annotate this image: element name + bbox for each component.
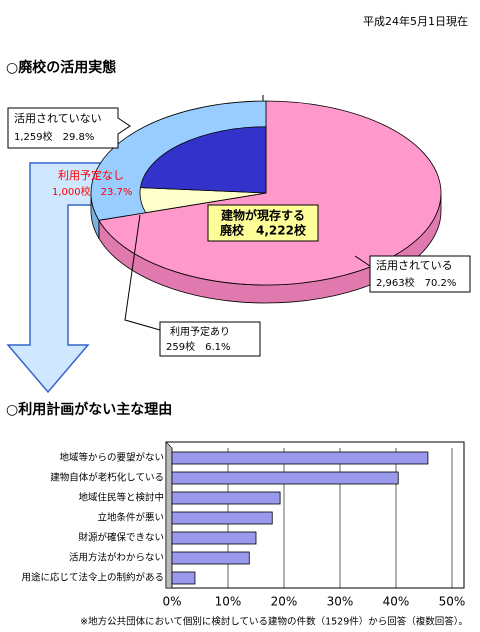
y-tick-label: 建物自体が老朽化している: [50, 472, 164, 484]
plot-wall: [165, 441, 173, 589]
value-label: 1,000校 23.7%: [52, 185, 132, 198]
date: 平成24年5月1日現在: [363, 14, 468, 28]
leader-line: [354, 255, 371, 267]
x-tick-label: 50%: [439, 595, 466, 609]
callout-box: [369, 255, 471, 293]
bar: [171, 451, 429, 465]
value-label: 259校 6.1%: [166, 340, 231, 353]
pie-slice: [139, 126, 267, 194]
legend-label: 活用されている: [376, 259, 453, 272]
center-box: [207, 204, 319, 242]
x-tick-label: 10%: [215, 595, 242, 609]
footnote: ※地方公共団体において個別に検討している建物の件数（1529件）から回答（複数回…: [80, 616, 468, 628]
legend-label: 利用予定あり: [170, 325, 230, 338]
bar: [171, 531, 257, 545]
callout-box: [159, 321, 261, 357]
center-label: 建物が現存する: [220, 208, 305, 223]
y-tick-label: 用途に応じて法令上の制約がある: [21, 572, 164, 584]
bar: [171, 571, 196, 585]
value-label: 2,963校 70.2%: [376, 276, 456, 289]
y-tick-label: 活用方法がわからない: [69, 552, 164, 564]
bar: [171, 491, 281, 505]
y-tick-label: 財源が確保できない: [78, 532, 164, 544]
legend-label: 利用予定なし: [58, 168, 124, 182]
legend-label: 活用されていない: [14, 112, 102, 125]
x-tick-label: 40%: [383, 595, 410, 609]
leader-line: [124, 214, 161, 331]
y-tick-label: 立地条件が悪い: [97, 512, 164, 524]
section-title: ○利用計画がない主な理由: [6, 401, 172, 418]
y-tick-label: 地域等からの要望がない: [59, 452, 164, 464]
section-title: ○廃校の活用実態: [6, 59, 116, 76]
x-tick-label: 0%: [162, 595, 181, 609]
center-label: 廃校 4,222校: [220, 223, 307, 238]
x-tick-label: 20%: [271, 595, 298, 609]
value-label: 1,259校 29.8%: [14, 130, 94, 143]
pie-slice: [98, 100, 442, 286]
bar: [171, 471, 399, 485]
callout-box: [7, 107, 131, 149]
bar: [171, 551, 250, 565]
y-tick-label: 地域住民等と検討中: [78, 492, 164, 504]
bar: [171, 511, 273, 525]
x-tick-label: 30%: [327, 595, 354, 609]
